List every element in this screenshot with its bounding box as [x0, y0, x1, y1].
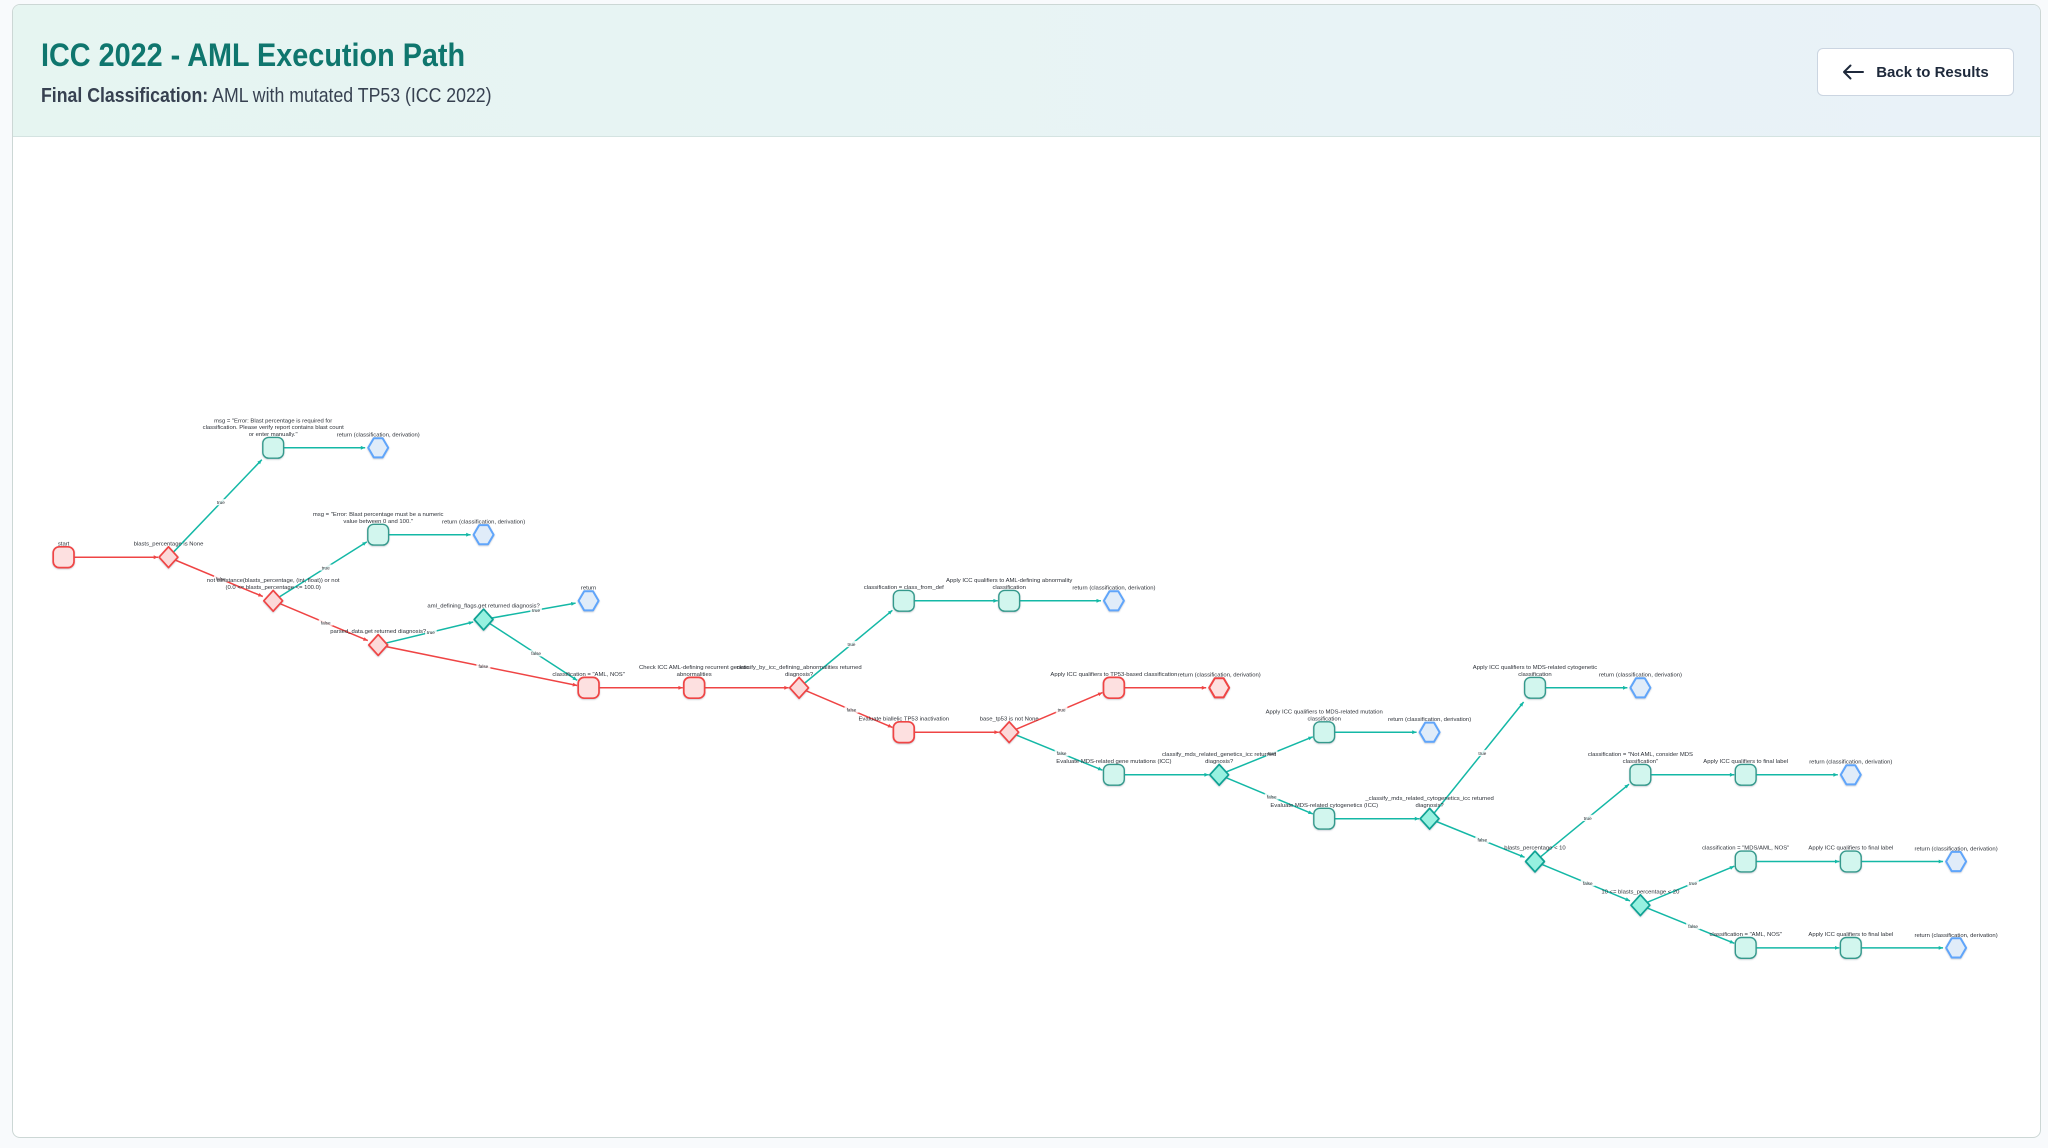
svg-text:false: false — [479, 664, 489, 669]
svg-text:Apply ICC qualifiers to MDS-re: Apply ICC qualifiers to MDS-related muta… — [1266, 710, 1383, 716]
svg-text:return (classification, deriva: return (classification, derivation) — [337, 433, 420, 439]
svg-text:start: start — [58, 541, 70, 547]
svg-text:classification: classification — [1518, 672, 1551, 678]
svg-text:return: return — [581, 586, 596, 592]
svg-text:Check ICC AML-defining recurre: Check ICC AML-defining recurrent genetic — [639, 665, 749, 671]
svg-text:_classify_mds_related_cytogene: _classify_mds_related_cytogenetics_icc r… — [1364, 796, 1493, 802]
svg-text:false: false — [1583, 881, 1593, 886]
svg-text:Evaluate biallelic TP53 inacti: Evaluate biallelic TP53 inactivation — [858, 716, 949, 722]
svg-text:10 <= blasts_percentage < 20: 10 <= blasts_percentage < 20 — [1601, 889, 1680, 895]
svg-text:classification = "MDS/AML, NOS: classification = "MDS/AML, NOS" — [1702, 846, 1789, 852]
svg-text:false: false — [1477, 838, 1487, 843]
svg-text:classification: classification — [1307, 716, 1340, 722]
svg-text:base_tp53 is not None: base_tp53 is not None — [980, 716, 1040, 722]
svg-text:Apply ICC qualifiers to TP53-b: Apply ICC qualifiers to TP53-based class… — [1050, 672, 1177, 678]
svg-text:return (classification, deriva: return (classification, derivation) — [442, 520, 525, 526]
svg-text:classify_by_icc_defining_abnor: classify_by_icc_defining_abnormalities r… — [737, 665, 862, 671]
svg-text:true: true — [217, 500, 225, 505]
svg-text:false: false — [216, 577, 226, 582]
svg-text:return (classification, deriva: return (classification, derivation) — [1072, 586, 1155, 592]
svg-text:true: true — [1478, 751, 1486, 756]
svg-text:Apply ICC qualifiers to final: Apply ICC qualifiers to final label — [1808, 846, 1893, 852]
svg-text:diagnosis?: diagnosis? — [785, 672, 814, 678]
svg-text:or enter manually.": or enter manually." — [249, 432, 298, 438]
svg-text:true: true — [1689, 881, 1697, 886]
svg-text:return (classification, deriva: return (classification, derivation) — [1599, 673, 1682, 679]
svg-text:Apply ICC qualifiers to AML-de: Apply ICC qualifiers to AML-defining abn… — [946, 578, 1072, 584]
svg-text:false: false — [1688, 924, 1698, 929]
svg-text:classification = "AML, NOS": classification = "AML, NOS" — [552, 672, 624, 678]
svg-text:diagnosis?: diagnosis? — [1205, 759, 1234, 765]
svg-text:classification = class_from_de: classification = class_from_def — [864, 585, 944, 591]
svg-text:Evaluate MDS-related gene muta: Evaluate MDS-related gene mutations (ICC… — [1056, 759, 1171, 765]
svg-text:abnormalities: abnormalities — [677, 672, 712, 678]
svg-text:true: true — [1058, 708, 1066, 713]
svg-text:Apply ICC qualifiers to final: Apply ICC qualifiers to final label — [1703, 759, 1788, 765]
svg-text:parsed_data.get returned diagn: parsed_data.get returned diagnosis? — [330, 629, 427, 635]
svg-text:true: true — [1584, 816, 1592, 821]
svg-text:classification: classification — [992, 585, 1025, 591]
svg-text:classify_mds_related_genetics_: classify_mds_related_genetics_icc return… — [1162, 752, 1276, 758]
svg-text:classification": classification" — [1623, 759, 1659, 765]
svg-text:true: true — [322, 565, 330, 570]
svg-text:blasts_percentage < 10: blasts_percentage < 10 — [1504, 846, 1566, 852]
svg-text:msg = "Error: Blast percentage: msg = "Error: Blast percentage is requir… — [214, 418, 332, 424]
svg-text:false: false — [847, 708, 857, 713]
svg-text:false: false — [1267, 794, 1277, 799]
svg-text:msg = "Error: Blast percentage: msg = "Error: Blast percentage must be a… — [313, 512, 444, 518]
svg-text:false: false — [531, 651, 541, 656]
svg-text:(0.0 <= blasts_percentage <= 1: (0.0 <= blasts_percentage <= 100.0) — [226, 585, 321, 591]
svg-text:Apply ICC qualifiers to MDS-re: Apply ICC qualifiers to MDS-related cyto… — [1473, 665, 1597, 671]
svg-text:false: false — [1057, 751, 1067, 756]
svg-text:true: true — [532, 608, 540, 613]
svg-text:true: true — [427, 630, 435, 635]
svg-text:return (classification, deriva: return (classification, derivation) — [1809, 760, 1892, 766]
svg-text:classification = "AML, NOS": classification = "AML, NOS" — [1709, 932, 1781, 938]
svg-text:diagnosis?: diagnosis? — [1416, 803, 1445, 809]
svg-text:aml_defining_flags.get returne: aml_defining_flags.get returned diagnosi… — [427, 604, 540, 610]
svg-text:false: false — [321, 621, 331, 626]
svg-text:blasts_percentage is None: blasts_percentage is None — [134, 541, 204, 547]
svg-text:return (classification, deriva: return (classification, derivation) — [1178, 673, 1261, 679]
svg-text:return (classification, deriva: return (classification, derivation) — [1388, 717, 1471, 723]
svg-text:classification. Please verify: classification. Please verify report con… — [203, 425, 344, 431]
svg-text:Evaluate MDS-related cytogenet: Evaluate MDS-related cytogenetics (ICC) — [1270, 803, 1378, 809]
svg-text:value between 0 and 100.": value between 0 and 100." — [343, 519, 413, 525]
svg-text:Apply ICC qualifiers to final: Apply ICC qualifiers to final label — [1808, 932, 1893, 938]
svg-text:return (classification, deriva: return (classification, derivation) — [1915, 933, 1998, 939]
svg-text:return (classification, deriva: return (classification, derivation) — [1915, 846, 1998, 852]
svg-text:not isinstance(blasts_percenta: not isinstance(blasts_percentage, (int, … — [207, 578, 340, 584]
svg-text:true: true — [1268, 751, 1276, 756]
svg-text:classification = "Not AML, con: classification = "Not AML, consider MDS — [1588, 752, 1693, 758]
svg-text:true: true — [848, 642, 856, 647]
